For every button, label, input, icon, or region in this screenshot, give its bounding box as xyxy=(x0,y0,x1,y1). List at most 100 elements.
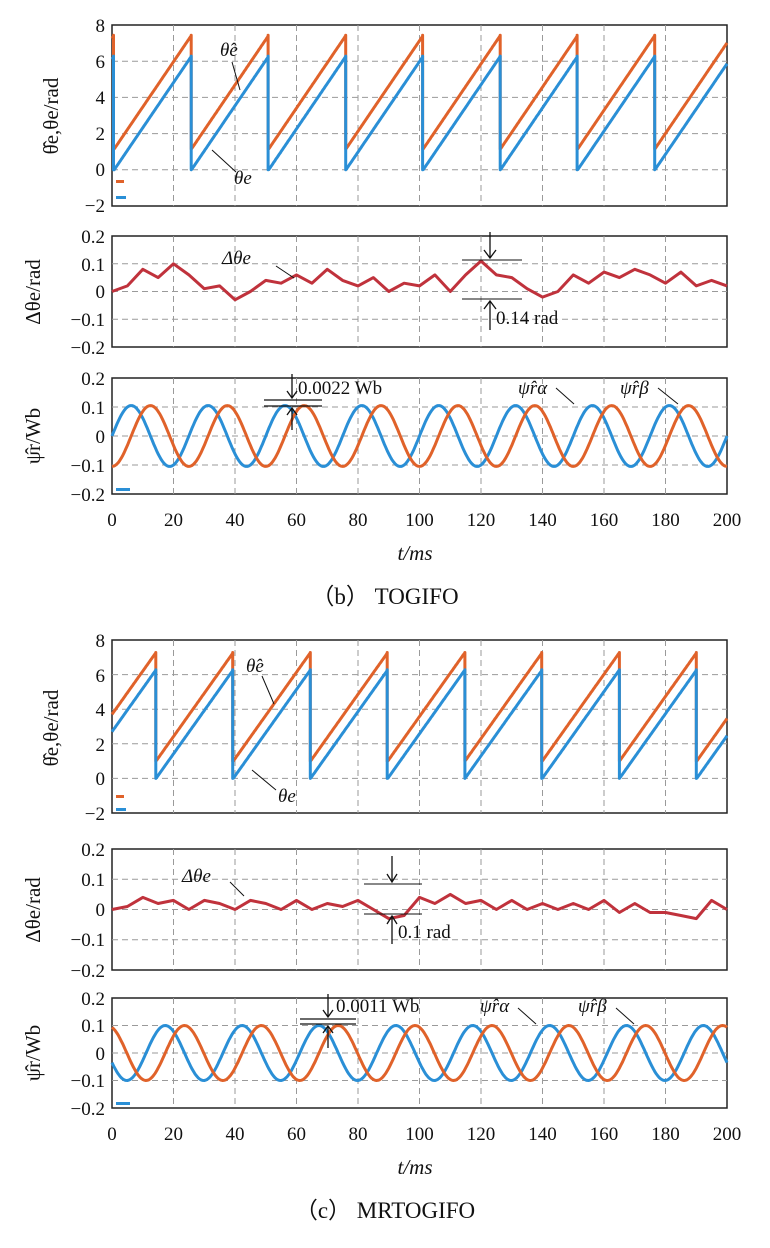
annotation-label: ψ̂rβ xyxy=(578,996,607,1017)
annotation-label: Δθe xyxy=(181,866,211,887)
series-psi-beta xyxy=(110,1024,728,1082)
ytick: −0.2 xyxy=(71,485,105,506)
xtick: 0 xyxy=(107,510,117,531)
grid xyxy=(112,378,727,494)
series-theta xyxy=(110,668,729,780)
ytick: 0.2 xyxy=(81,840,105,861)
series-delta-theta xyxy=(111,259,728,302)
annotation-label: 0.1 rad xyxy=(398,922,451,943)
y-axis-label: θ̂e,θe/rad xyxy=(39,77,63,154)
ytick: 2 xyxy=(96,124,106,145)
xtick: 100 xyxy=(405,1124,434,1145)
ytick: 0.2 xyxy=(81,227,105,248)
ytick: 0 xyxy=(96,769,106,790)
annotation-label: Δθe xyxy=(221,248,251,269)
annotation-arrow xyxy=(286,374,298,400)
ytick: 0.1 xyxy=(81,1016,105,1037)
ytick: −2 xyxy=(85,804,105,825)
annotation-label: θ̂e xyxy=(220,40,238,61)
panel-c-error: 0.2 0.1 0 −0.1 −0.2 Δθe/rad Δθe 0.1 rad xyxy=(21,840,728,982)
xtick: 60 xyxy=(287,510,306,531)
series-theta-hat xyxy=(110,651,729,763)
legend-swatch-blue xyxy=(116,488,130,491)
annotation-leader xyxy=(231,61,241,91)
series-line xyxy=(110,1024,728,1082)
ytick: 8 xyxy=(96,631,106,652)
xtick: 140 xyxy=(528,1124,557,1145)
series-psi-alpha xyxy=(110,1024,729,1082)
annotation-leader xyxy=(615,1007,635,1025)
annotation-label: ψ̂rα xyxy=(480,996,510,1017)
xtick: 60 xyxy=(287,1124,306,1145)
ytick: −0.1 xyxy=(71,930,105,951)
ytick: 0 xyxy=(96,427,106,448)
series-line xyxy=(110,668,729,780)
y-axis-label: Δθe/rad xyxy=(21,259,45,325)
caption-c: （c） MRTOGIFO xyxy=(295,1198,475,1223)
ytick: 0 xyxy=(96,160,106,181)
annotation-leader xyxy=(211,149,237,173)
ytick: 4 xyxy=(96,700,106,721)
annotation-arrow xyxy=(286,406,298,430)
xtick: 200 xyxy=(713,510,742,531)
series-line xyxy=(110,33,729,151)
ytick: 0.2 xyxy=(81,989,105,1010)
caption-b: （b） TOGIFO xyxy=(311,584,458,609)
xtick: 180 xyxy=(651,510,680,531)
ytick: 0.1 xyxy=(81,398,105,419)
xtick: 120 xyxy=(467,510,496,531)
series-theta xyxy=(110,54,729,172)
xtick: 80 xyxy=(349,1124,368,1145)
annotation-arrow xyxy=(322,1024,334,1048)
ytick: 0 xyxy=(96,282,106,303)
panel-b-error: 0.2 0.1 0 −0.1 −0.2 Δθe/rad Δθe 0.14 rad xyxy=(21,227,728,359)
y-axis-label: Δθe/rad xyxy=(21,877,45,943)
series-psi-alpha xyxy=(110,404,729,468)
series-theta-hat xyxy=(110,33,729,151)
series-line xyxy=(111,404,728,468)
series-line xyxy=(111,892,728,921)
annotation-arrow xyxy=(386,914,398,944)
ytick: −0.1 xyxy=(71,310,105,331)
xtick: 180 xyxy=(651,1124,680,1145)
annotation-label: θe xyxy=(234,168,252,189)
figure-b: 8 6 4 2 0 −2 θ̂e,θe/rad θ̂e θe 0.2 0.1 0… xyxy=(21,16,741,609)
ytick: −0.2 xyxy=(71,961,105,982)
ytick: 8 xyxy=(96,16,106,37)
ytick: 0 xyxy=(96,1044,106,1065)
annotation-label: θe xyxy=(278,786,296,807)
annotation-leader xyxy=(251,769,277,791)
xtick: 100 xyxy=(405,510,434,531)
figure-c: 8 6 4 2 0 −2 θ̂e,θe/rad θ̂e θe 0.2 0.1 0… xyxy=(21,631,741,1223)
series-line xyxy=(111,259,728,302)
annotation-label: ψ̂rα xyxy=(518,378,548,399)
panel-b-angle: 8 6 4 2 0 −2 θ̂e,θe/rad θ̂e θe xyxy=(39,16,729,217)
annotation-label: 0.0022 Wb xyxy=(298,378,382,399)
annotation-label: ψ̂rβ xyxy=(620,378,649,399)
annotation-arrow xyxy=(483,299,497,330)
annotation-label: 0.14 rad xyxy=(496,308,559,329)
annotation-leader xyxy=(517,1007,537,1025)
annotation-arrow xyxy=(386,856,398,884)
annotation-leader xyxy=(555,387,575,405)
ytick: 6 xyxy=(96,666,106,687)
legend-swatch-blue xyxy=(116,1102,130,1105)
annotation-arrow xyxy=(322,994,334,1019)
legend-swatch-blue xyxy=(116,808,126,811)
annotation-leader xyxy=(261,675,275,705)
annotation-leader xyxy=(275,265,295,279)
ytick: 6 xyxy=(96,52,106,73)
xtick: 140 xyxy=(528,510,557,531)
annotation-leader xyxy=(229,881,245,897)
ytick: 2 xyxy=(96,735,106,756)
xtick: 40 xyxy=(226,1124,245,1145)
ytick: 0.1 xyxy=(81,870,105,891)
x-axis-label: t/ms xyxy=(397,1155,432,1179)
ytick: −0.2 xyxy=(71,338,105,359)
y-axis-label: ψ̂r/Wb xyxy=(21,408,45,464)
series-line xyxy=(110,651,729,763)
series-line xyxy=(110,54,729,172)
ytick: −0.1 xyxy=(71,1071,105,1092)
xtick: 40 xyxy=(226,510,245,531)
